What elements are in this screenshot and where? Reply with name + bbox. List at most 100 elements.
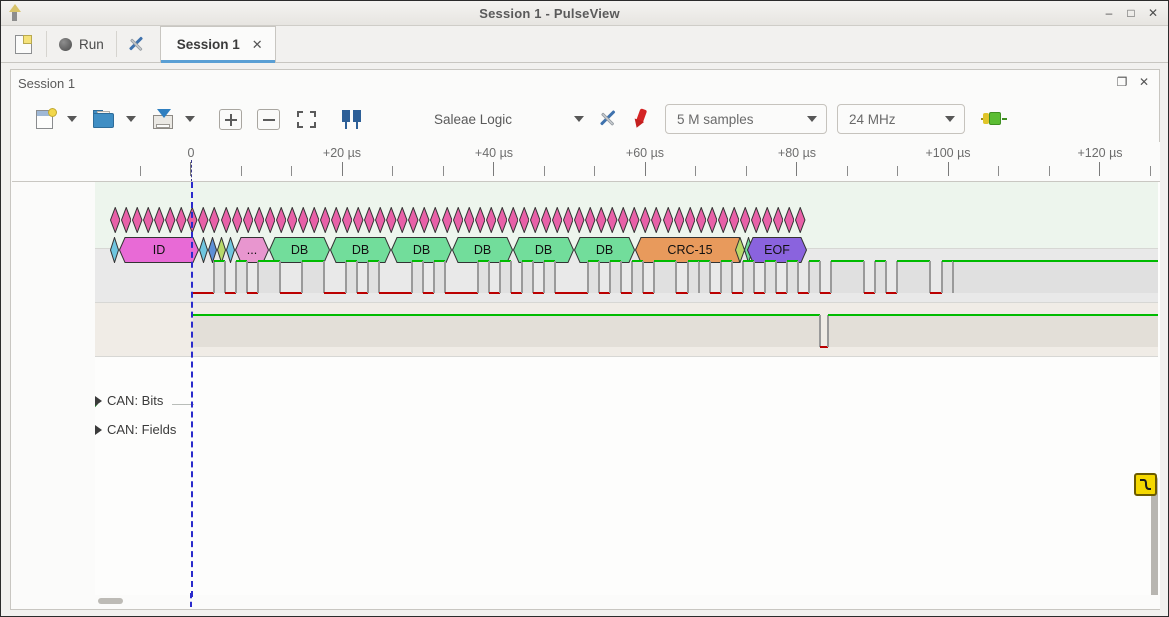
- can-bit-cell[interactable]: [242, 207, 254, 233]
- can-bit-cell[interactable]: [275, 207, 287, 233]
- can-bit-cell[interactable]: [784, 207, 795, 233]
- can-bit-cell[interactable]: [629, 207, 640, 233]
- can-bit-cell[interactable]: [264, 207, 276, 233]
- can-fields-row-label[interactable]: CAN: Fields: [95, 422, 176, 437]
- can-bit-cell[interactable]: [651, 207, 662, 233]
- can-bit-cell[interactable]: [750, 207, 762, 233]
- can-bit-cell[interactable]: [728, 207, 740, 233]
- can-bit-cell[interactable]: [662, 207, 673, 233]
- zoom-in-button[interactable]: [219, 108, 242, 130]
- can-field-db[interactable]: DB: [452, 237, 513, 263]
- can-bit-cell[interactable]: [463, 207, 475, 233]
- can-bit-cell[interactable]: [297, 207, 309, 233]
- expander-triangle-icon[interactable]: [95, 395, 102, 406]
- new-session-dropdown[interactable]: [67, 116, 77, 122]
- can-bit-cell[interactable]: [706, 207, 718, 233]
- close-icon[interactable]: ✕: [1147, 6, 1159, 20]
- vertical-scrollbar[interactable]: [1151, 476, 1158, 597]
- can-field-marker[interactable]: [208, 237, 217, 263]
- device-connected-button[interactable]: [981, 110, 1007, 128]
- can-field-db[interactable]: DB: [391, 237, 452, 263]
- cursor-marker-ruler[interactable]: [191, 160, 192, 181]
- can-bit-cell[interactable]: [496, 207, 508, 233]
- sample-rate-selector[interactable]: 24 MHz: [837, 104, 965, 134]
- can-bit-cell[interactable]: [441, 207, 452, 233]
- can-bit-cell[interactable]: [773, 207, 784, 233]
- can-bit-cell[interactable]: [552, 207, 563, 233]
- can-bit-cell[interactable]: [540, 207, 552, 233]
- new-session-button[interactable]: [36, 108, 57, 130]
- panel-restore-icon[interactable]: ❐: [1116, 75, 1128, 89]
- settings-tools-button[interactable]: [117, 26, 160, 62]
- can-bit-cell[interactable]: [342, 207, 353, 233]
- can-bit-cell[interactable]: [596, 207, 607, 233]
- can-bit-cell[interactable]: [364, 207, 375, 233]
- can-bits-row-label[interactable]: CAN: Bits: [95, 393, 163, 408]
- minimize-icon[interactable]: ‒: [1105, 6, 1113, 20]
- can-bit-cell[interactable]: [286, 207, 298, 233]
- can-bit-cell[interactable]: [419, 207, 430, 233]
- can-bit-cell[interactable]: [143, 207, 154, 233]
- open-file-dropdown[interactable]: [126, 116, 136, 122]
- can-bit-cell[interactable]: [209, 207, 220, 233]
- can-bit-cell[interactable]: [695, 207, 707, 233]
- can-bit-cell[interactable]: [331, 207, 342, 233]
- can-field-db[interactable]: DB: [513, 237, 574, 263]
- can-bit-cell[interactable]: [529, 207, 541, 233]
- save-file-dropdown[interactable]: [185, 116, 195, 122]
- can-bit-cell[interactable]: [507, 207, 519, 233]
- can-bit-cell[interactable]: [739, 207, 751, 233]
- can-bit-cell[interactable]: [430, 207, 441, 233]
- can-field-marker[interactable]: [199, 237, 208, 263]
- can-bit-cell[interactable]: [121, 207, 132, 233]
- can-bit-cell[interactable]: [585, 207, 596, 233]
- can-bit-cell[interactable]: [452, 207, 463, 233]
- can-bit-cell[interactable]: [485, 207, 497, 233]
- can-bit-cell[interactable]: [795, 207, 806, 233]
- can-bit-cell[interactable]: [386, 207, 397, 233]
- can-bit-cell[interactable]: [176, 207, 187, 233]
- device-selector[interactable]: Saleae Logic: [424, 104, 592, 134]
- can-bit-cell[interactable]: [319, 207, 331, 233]
- can-bit-cell[interactable]: [408, 207, 419, 233]
- time-ruler[interactable]: 0 +20 µs +40 µs +60 µs +80 µs +100 µs +120 µs: [12, 142, 1160, 182]
- can-bit-cell[interactable]: [563, 207, 574, 233]
- can-bit-cell[interactable]: [198, 207, 209, 233]
- can-bit-cell[interactable]: [253, 207, 265, 233]
- can-bit-cell[interactable]: [717, 207, 729, 233]
- zoom-out-button[interactable]: [257, 108, 280, 130]
- expander-triangle-icon[interactable]: [95, 424, 102, 435]
- analog-decode-badge[interactable]: [1134, 473, 1157, 496]
- sample-count-selector[interactable]: 5 M samples: [665, 104, 827, 134]
- can-bit-cell[interactable]: [220, 207, 231, 233]
- device-config-button[interactable]: [599, 109, 621, 130]
- can-bit-cell[interactable]: [397, 207, 408, 233]
- probe-button[interactable]: [631, 108, 653, 130]
- can-bit-cell[interactable]: [110, 207, 121, 233]
- can-bit-cell[interactable]: [132, 207, 143, 233]
- can-bit-cell[interactable]: [231, 207, 242, 233]
- horizontal-scrollbar[interactable]: [98, 598, 123, 604]
- tab-session-1[interactable]: Session 1 ✕: [159, 26, 276, 63]
- can-field-marker[interactable]: [110, 237, 119, 263]
- can-field-id[interactable]: ID: [119, 237, 199, 263]
- can-bit-cell[interactable]: [308, 207, 320, 233]
- new-document-button[interactable]: [1, 26, 46, 62]
- can-bit-cell[interactable]: [154, 207, 165, 233]
- can-bit-cell[interactable]: [618, 207, 629, 233]
- can-field-db[interactable]: DB: [330, 237, 391, 263]
- can-bit-cell[interactable]: [640, 207, 651, 233]
- run-button[interactable]: Run: [47, 26, 116, 62]
- maximize-icon[interactable]: □: [1127, 6, 1135, 20]
- save-file-button[interactable]: [152, 108, 175, 130]
- can-bit-cell[interactable]: [574, 207, 585, 233]
- tab-close-icon[interactable]: ✕: [251, 36, 263, 52]
- can-field-db[interactable]: DB: [574, 237, 635, 263]
- can-field-marker[interactable]: [217, 237, 226, 263]
- can-bit-cell[interactable]: [375, 207, 386, 233]
- can-bits-annotation-row[interactable]: [12, 207, 1160, 235]
- can-bit-cell[interactable]: [684, 207, 696, 233]
- can-bit-cell[interactable]: [474, 207, 486, 233]
- cursor-marker-line[interactable]: [191, 182, 193, 597]
